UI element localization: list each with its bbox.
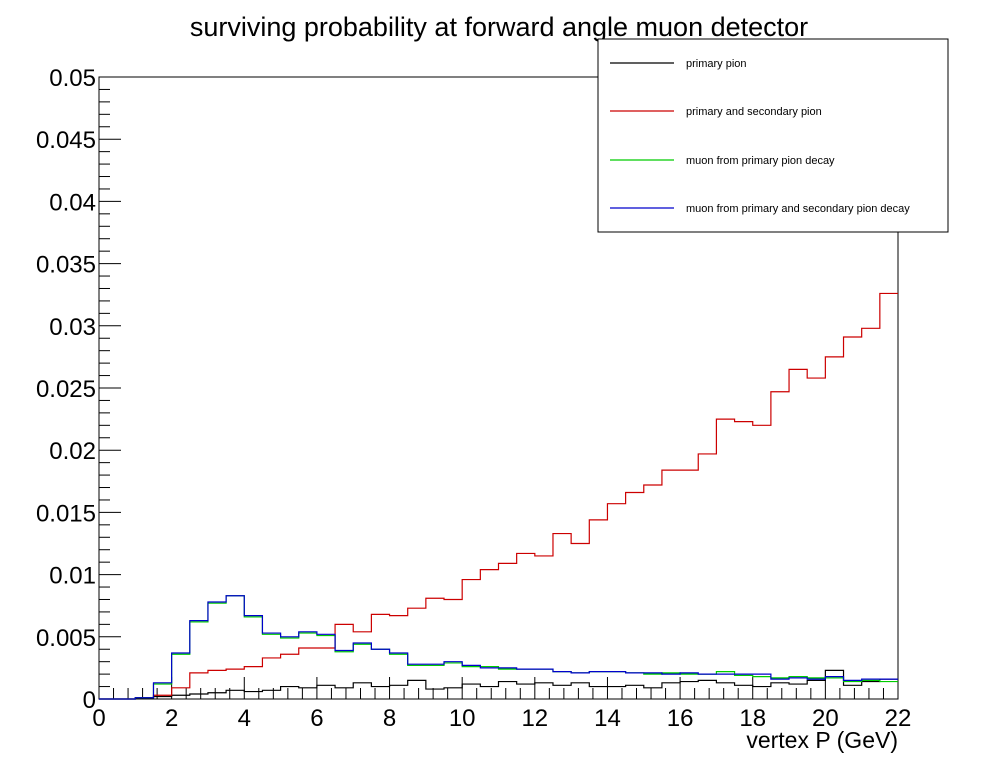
- series-layer: [99, 292, 898, 700]
- y-tick-label: 0.005: [36, 625, 96, 652]
- y-tick-label: 0.045: [36, 127, 96, 154]
- x-tick-label: 14: [594, 705, 621, 732]
- x-tick-label: 16: [667, 705, 694, 732]
- y-tick-label: 0.015: [36, 500, 96, 527]
- legend-box: [597, 38, 949, 233]
- x-tick-label: 12: [521, 705, 548, 732]
- y-tick-label: 0: [83, 687, 96, 714]
- y-tick-label: 0.01: [49, 563, 96, 590]
- x-tick-label: 0: [92, 705, 105, 732]
- x-tick-label: 4: [238, 705, 251, 732]
- x-tick-label: 6: [310, 705, 323, 732]
- y-tick-label: 0.025: [36, 376, 96, 403]
- x-axis-label: vertex P (GeV): [746, 727, 898, 753]
- x-tick-label: 20: [812, 705, 839, 732]
- x-tick-label: 2: [165, 705, 178, 732]
- y-tick-label: 0.05: [49, 65, 96, 92]
- chart-title: surviving probability at forward angle m…: [190, 12, 808, 42]
- legend-entry-label: muon from primary and secondary pion dec…: [686, 203, 910, 215]
- series-line-1: [99, 669, 898, 700]
- y-tick-label: 0.04: [49, 189, 96, 216]
- y-tick-label: 0.02: [49, 438, 96, 465]
- legend: primary pion primary and secondary pion mu…: [597, 38, 949, 233]
- x-tick-labels: 0 2 4 6 8 10 12 14 16 18 20 22: [92, 705, 911, 732]
- y-tick-labels: 0 0.005 0.01 0.015 0.02 0.025 0.03 0.035 0.04 0.0…: [36, 65, 96, 714]
- x-tick-label: 8: [383, 705, 396, 732]
- y-tick-label: 0.03: [49, 314, 96, 341]
- legend-entry-label: primary and secondary pion: [686, 106, 822, 118]
- legend-entry-label: primary pion: [686, 58, 747, 70]
- legend-entry-label: muon from primary pion decay: [686, 155, 835, 167]
- series-line-4: [99, 595, 898, 700]
- y-tick-label: 0.035: [36, 252, 96, 279]
- x-tick-label: 22: [885, 705, 912, 732]
- x-tick-label: 18: [739, 705, 766, 732]
- series-line-2: [99, 292, 898, 700]
- x-tick-label: 10: [449, 705, 476, 732]
